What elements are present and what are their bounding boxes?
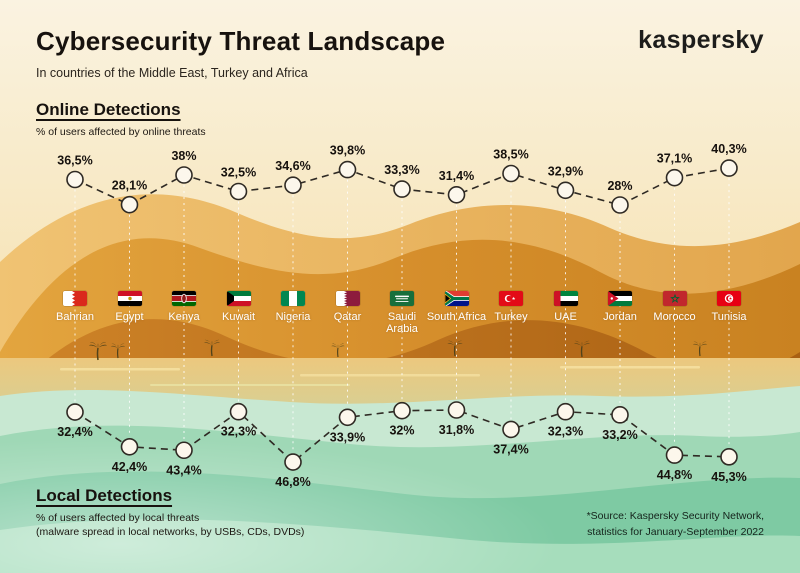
- page-subtitle: In countries of the Middle East, Turkey …: [36, 66, 308, 80]
- source-note-line2: statistics for January-September 2022: [587, 525, 764, 538]
- online-value-label-egypt: 28,1%: [112, 179, 147, 193]
- online-value-label-kuwait: 32,5%: [221, 166, 256, 180]
- local-point-saudi-arabia: [393, 401, 411, 420]
- local-detections-heading: Local Detections: [36, 486, 173, 505]
- local-value-label-qatar: 33,9%: [330, 430, 365, 444]
- local-point-morocco: [665, 446, 684, 464]
- online-point-kenya: [175, 166, 193, 184]
- local-point-south-africa: [447, 401, 466, 419]
- local-point-nigeria: [284, 453, 302, 471]
- online-value-label-nigeria: 34,6%: [275, 159, 310, 173]
- online-value-label-turkey: 38,5%: [493, 148, 528, 162]
- online-detections-description: % of users affected by online threats: [36, 126, 206, 138]
- local-point-egypt: [120, 437, 139, 456]
- local-value-label-kuwait: 32,3%: [221, 425, 256, 439]
- online-value-label-uae: 32,9%: [548, 164, 583, 178]
- local-value-label-nigeria: 46,8%: [275, 475, 310, 489]
- local-value-label-turkey: 37,4%: [493, 442, 528, 456]
- online-value-label-morocco: 37,1%: [657, 152, 692, 166]
- local-detections-section: Local Detections % of users affected by …: [36, 486, 304, 539]
- local-point-tunisia: [720, 448, 738, 466]
- online-detections-section: Online Detections % of users affected by…: [36, 100, 206, 139]
- kaspersky-logo: kaspersky: [638, 26, 764, 54]
- local-point-bahrian: [66, 403, 84, 421]
- local-value-label-saudi-arabia: 32%: [389, 424, 414, 438]
- online-value-label-qatar: 39,8%: [330, 144, 365, 158]
- local-value-label-kenya: 43,4%: [166, 463, 201, 477]
- online-point-bahrian: [66, 170, 84, 189]
- online-detections-heading: Online Detections: [36, 100, 181, 119]
- online-point-saudi-arabia: [393, 180, 411, 198]
- online-value-label-south-africa: 31,4%: [439, 169, 474, 183]
- online-value-label-saudi-arabia: 33,3%: [384, 163, 419, 177]
- online-value-label-tunisia: 40,3%: [711, 142, 746, 156]
- local-detections-description: % of users affected by local threats (ma…: [36, 511, 304, 539]
- online-point-jordan: [611, 196, 629, 214]
- online-point-nigeria: [284, 176, 302, 194]
- online-point-turkey: [502, 164, 520, 183]
- online-point-morocco: [665, 168, 684, 187]
- local-point-uae: [556, 402, 575, 421]
- local-value-label-jordan: 33,2%: [602, 428, 637, 442]
- online-point-tunisia: [720, 159, 738, 177]
- local-value-label-tunisia: 45,3%: [711, 470, 746, 484]
- local-description-line1: % of users affected by local threats: [36, 512, 200, 524]
- online-point-qatar: [338, 160, 357, 179]
- page-title: Cybersecurity Threat Landscape: [36, 26, 446, 56]
- online-point-egypt: [120, 195, 139, 214]
- online-point-south-africa: [447, 186, 466, 204]
- online-value-label-bahrian: 36,5%: [57, 154, 92, 168]
- local-point-qatar: [338, 408, 357, 427]
- online-point-uae: [556, 181, 575, 200]
- source-note: *Source: Kaspersky Security Network, sta…: [587, 509, 764, 541]
- page-header: Cybersecurity Threat Landscape In countr…: [36, 26, 764, 80]
- online-value-label-jordan: 28%: [607, 179, 632, 193]
- online-value-label-kenya: 38%: [171, 149, 196, 163]
- local-point-kuwait: [229, 402, 248, 421]
- local-value-label-egypt: 42,4%: [112, 460, 147, 474]
- local-value-label-morocco: 44,8%: [657, 468, 692, 482]
- local-point-jordan: [611, 406, 629, 424]
- local-point-kenya: [175, 441, 193, 460]
- local-description-line2: (malware spread in local networks, by US…: [36, 526, 305, 539]
- online-point-kuwait: [229, 182, 248, 201]
- local-value-label-uae: 32,3%: [548, 425, 583, 439]
- local-point-turkey: [502, 420, 520, 439]
- local-value-label-bahrian: 32,4%: [57, 425, 92, 439]
- source-note-line1: *Source: Kaspersky Security Network,: [586, 510, 764, 522]
- local-value-label-south-africa: 31,8%: [439, 423, 474, 437]
